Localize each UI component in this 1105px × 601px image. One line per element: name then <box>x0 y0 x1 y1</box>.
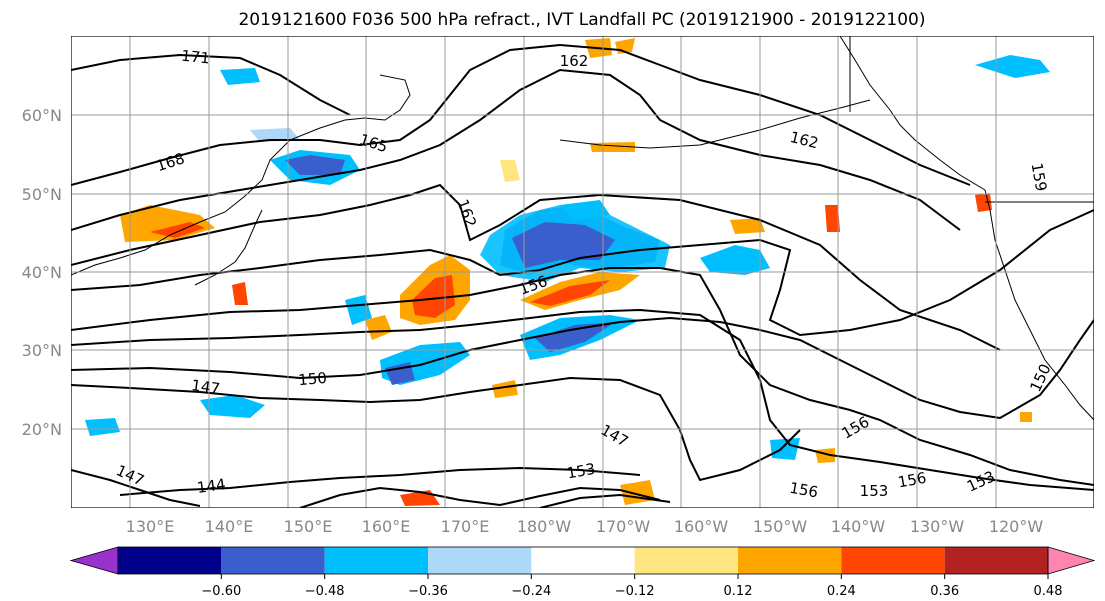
anomaly-patch-negative <box>700 245 770 275</box>
latitude-tick-label: 60°N <box>22 106 62 125</box>
colorbar-tick-label: 0.12 <box>724 584 753 599</box>
colorbar-tick-label: −0.36 <box>408 584 448 599</box>
colorbar-tick-label: −0.12 <box>615 584 655 599</box>
contour-144 <box>119 466 641 496</box>
contour-162-south <box>539 493 671 508</box>
colorbar-segment <box>324 547 428 574</box>
figure-title: 2019121600 F036 500 hPa refract., IVT La… <box>238 10 925 30</box>
longitude-tick-label: 140°W <box>831 517 886 536</box>
latitude-tick-label: 40°N <box>22 263 62 282</box>
contour-168 <box>71 43 971 186</box>
colorbar-segment <box>944 547 1048 574</box>
anomaly-patch-positive <box>365 315 392 340</box>
coastlines <box>71 36 1094 421</box>
anomaly-patch-positive <box>825 205 840 232</box>
longitude-tick-label: 130°W <box>910 517 965 536</box>
anomaly-patch-positive <box>975 193 992 212</box>
contour-label: 150 <box>298 369 328 389</box>
contour-label: 153 <box>860 482 889 500</box>
longitude-tick-label: 170°W <box>596 517 651 536</box>
contour-162 <box>71 183 1001 351</box>
colorbar-segment <box>428 547 532 574</box>
contour-156-south <box>299 486 661 508</box>
colorbar-segment <box>118 547 222 574</box>
colorbar-frame <box>117 546 1049 575</box>
colorbar-tick-label: −0.48 <box>305 584 345 599</box>
coastline-alaska <box>839 36 986 191</box>
longitude-tick-label: 160°W <box>674 517 729 536</box>
contour-label: 159 <box>1028 161 1051 192</box>
anomaly-patch-negative <box>220 68 260 85</box>
anomaly-patch-positive <box>530 280 610 306</box>
colorbar-segment <box>738 547 842 574</box>
contour-label: 171 <box>180 47 210 68</box>
anomaly-patch-positive <box>590 142 635 152</box>
contour-label: 156 <box>896 469 927 492</box>
height-contours <box>71 43 1094 508</box>
anomaly-patch-positive <box>492 380 518 398</box>
anomaly-patch-negative <box>285 155 345 175</box>
longitude-tick-label: 180°W <box>517 517 572 536</box>
anomaly-patch-positive <box>232 282 248 305</box>
anomaly-patch-negative <box>535 322 615 352</box>
colorbar-tick-label: −0.60 <box>201 584 241 599</box>
anomaly-patch-positive <box>1020 412 1032 422</box>
colorbar-tick-label: 0.36 <box>930 584 959 599</box>
anomaly-patch-negative <box>345 295 372 325</box>
latitude-tick-label: 30°N <box>22 341 62 360</box>
colorbar-segment <box>841 547 945 574</box>
contour-147 <box>71 376 801 482</box>
contour-label: 162 <box>560 52 589 70</box>
longitude-tick-label: 170°E <box>441 517 490 536</box>
anomaly-patch-negative <box>560 200 610 220</box>
anomaly-patch-negative <box>770 438 800 460</box>
colorbar-segment <box>531 547 635 574</box>
coastline-aleutians <box>559 99 871 149</box>
contour-label: 147 <box>190 376 221 398</box>
colorbar-tick-label: −0.24 <box>511 584 551 599</box>
anomaly-patch-positive <box>120 205 215 242</box>
longitude-tick-label: 150°E <box>284 517 333 536</box>
contour-150-south <box>71 469 201 507</box>
latitude-ticks: 60°N 50°N 40°N 30°N 20°N <box>22 106 62 439</box>
contour-label: 144 <box>196 475 227 497</box>
anomaly-patch-positive <box>412 275 455 318</box>
anomaly-patch-positive <box>730 218 765 234</box>
colorbar-segment <box>634 547 738 574</box>
colorbar-tick-label: 0.24 <box>827 584 856 599</box>
contour-159 <box>71 209 1094 337</box>
anomaly-patch-positive <box>500 160 520 182</box>
contour-150 <box>71 316 1094 420</box>
anomaly-patch-negative <box>200 395 265 418</box>
longitude-tick-label: 150°W <box>753 517 808 536</box>
longitude-tick-label: 120°W <box>989 517 1044 536</box>
colorbar-tick-label: 0.48 <box>1034 584 1063 599</box>
longitude-ticks: 130°E 140°E 150°E 160°E 170°E 180°W 170°W 160°W… <box>126 517 1044 536</box>
coastline-na-west <box>984 189 1094 421</box>
contour-153 <box>71 308 1094 491</box>
anomaly-patch-negative <box>85 418 120 436</box>
contour-156 <box>71 267 1094 486</box>
longitude-tick-label: 140°E <box>205 517 254 536</box>
longitude-tick-label: 160°E <box>362 517 411 536</box>
latitude-tick-label: 20°N <box>22 420 62 439</box>
contour-label: 153 <box>565 460 596 483</box>
longitude-tick-label: 130°E <box>126 517 175 536</box>
contour-165 <box>71 68 961 231</box>
colorbar-segment <box>221 547 325 574</box>
colorbar: −0.60 −0.48 −0.36 −0.24 −0.12 0.12 0.24 0.36 0.4… <box>69 546 1096 599</box>
colorbar-extend-min <box>69 546 119 575</box>
colorbar-extend-max <box>1047 546 1096 575</box>
coastline-asia <box>71 74 411 276</box>
lat-lon-grid <box>71 36 1094 508</box>
latitude-tick-label: 50°N <box>22 185 62 204</box>
contour-label: 156 <box>788 479 819 502</box>
contour-171 <box>71 53 351 116</box>
anomaly-patch-negative <box>975 55 1050 78</box>
map-panel: 171 168 165 162 162 162 159 156 156 156 … <box>71 36 1094 508</box>
